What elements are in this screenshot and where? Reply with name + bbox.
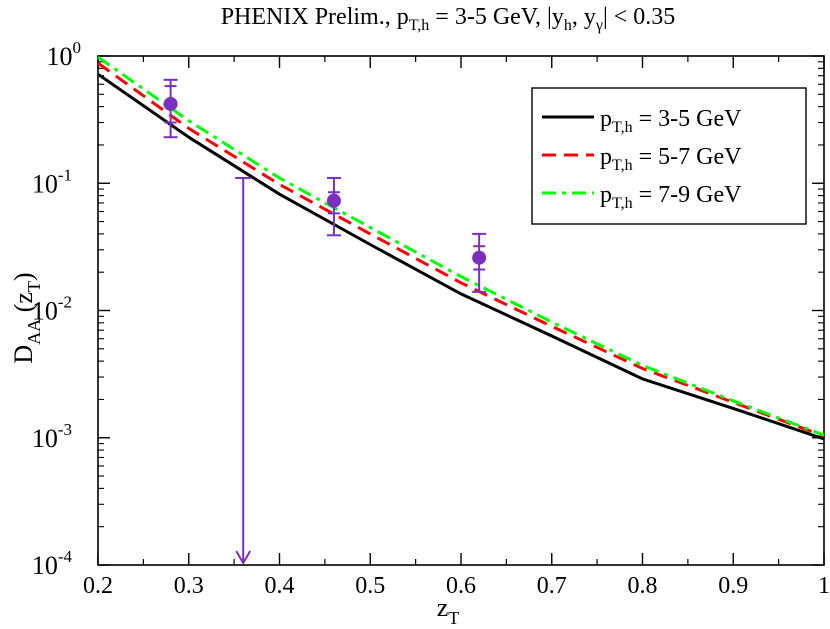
y-tick-label: 10-3 <box>32 420 72 453</box>
x-tick-label: 0.6 <box>446 573 476 599</box>
series-layer <box>97 55 825 441</box>
x-tick-label: 1 <box>818 573 830 599</box>
axis-ticks: 0.2 0.3 0.4 0.5 0.6 0.7 0.8 0.9 1 10-4 10-3 10-2 10-… <box>32 38 830 599</box>
x-tick-label: 0.9 <box>718 573 748 599</box>
series-line-2 <box>97 61 825 438</box>
upper-limit-arrow <box>235 176 252 565</box>
x-tick-label: 0.2 <box>83 573 113 599</box>
x-tick-label: 0.4 <box>265 573 295 599</box>
data-point-marker <box>326 193 341 208</box>
x-tick-label: 0.5 <box>355 573 385 599</box>
data-points-layer <box>163 78 487 565</box>
x-tick-label: 0.3 <box>174 573 204 599</box>
series-line-3 <box>97 55 825 437</box>
y-axis-label: DAA (zT) <box>9 272 44 363</box>
y-tick-label: 10-4 <box>32 547 73 580</box>
legend: pT,h = 3-5 GeV pT,h = 5-7 GeV pT,h = 7-9 G… <box>531 87 807 225</box>
data-point-3 <box>472 232 487 293</box>
legend-label-2: pT,h = 5-7 GeV <box>600 144 742 174</box>
x-tick-label: 0.7 <box>537 573 567 599</box>
series-line-1 <box>97 72 825 441</box>
y-tick-label: 10-2 <box>32 293 72 326</box>
data-point-marker <box>472 250 487 265</box>
upper-limit-arrowhead <box>235 550 252 565</box>
legend-label-1: pT,h = 3-5 GeV <box>600 106 742 136</box>
legend-label-3: pT,h = 7-9 GeV <box>600 182 742 212</box>
data-point-1 <box>163 78 178 139</box>
y-tick-label: 100 <box>47 38 82 71</box>
x-axis-label: zT <box>437 593 460 628</box>
chart-title: PHENIX Prelim., pT,h = 3-5 GeV, |yh, yγ|… <box>221 4 676 34</box>
x-tick-label: 0.8 <box>628 573 658 599</box>
y-tick-label: 10-1 <box>32 165 72 198</box>
data-point-2 <box>326 176 341 237</box>
data-point-marker <box>163 96 178 111</box>
